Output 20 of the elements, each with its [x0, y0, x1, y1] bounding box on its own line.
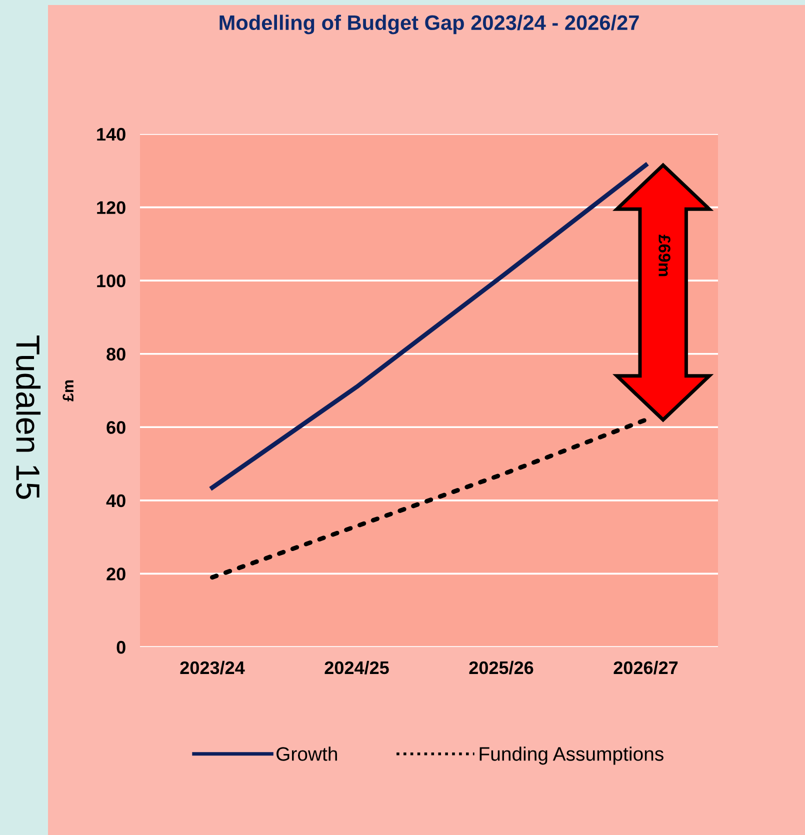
y-tick-label: 100: [97, 274, 126, 288]
line-series: [210, 418, 648, 580]
legend-label: Funding Assumptions: [480, 746, 664, 765]
legend-label: Growth: [276, 746, 337, 761]
y-tick-label: 0: [116, 640, 126, 654]
y-tick-label: 120: [97, 201, 126, 214]
y-tick-label: 140: [97, 128, 126, 141]
x-tick-label: 2026/27: [614, 660, 678, 674]
annotation: £69m: [658, 234, 670, 276]
x-tick-label: 2023/24: [180, 660, 245, 674]
chart-title: Modelling of Budget Gap 2023/24 - 2026/27: [220, 14, 639, 34]
y-tick-label: 80: [106, 348, 126, 361]
y-axis-title: £m: [62, 380, 74, 402]
y-tick-label: 40: [106, 494, 126, 508]
text: Tudalen 15: [16, 335, 41, 499]
x-tick-label: 2025/26: [469, 660, 534, 674]
x-tick-label: 2024/25: [324, 660, 389, 674]
y-tick-label: 60: [106, 421, 126, 434]
y-tick-label: 20: [106, 568, 126, 580]
line-series: [210, 162, 648, 490]
